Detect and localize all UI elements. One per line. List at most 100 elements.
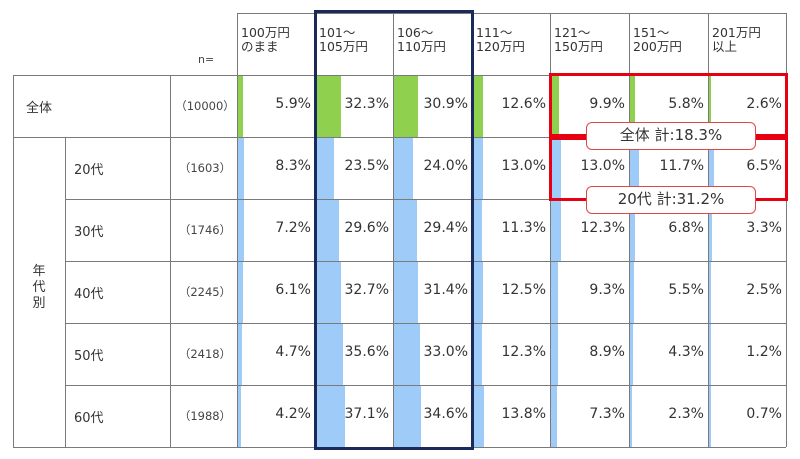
value-label: 13.0%	[501, 158, 546, 174]
value-label: 23.5%	[344, 158, 389, 174]
grid-line	[13, 137, 786, 138]
value-label: 1.2%	[746, 344, 782, 360]
value-bar	[630, 324, 634, 385]
column-header: 151～ 200万円	[633, 25, 682, 54]
row-label: 30代	[74, 225, 104, 240]
sample-size: （10000）	[175, 99, 235, 113]
value-bar	[551, 324, 558, 385]
grid-line	[237, 13, 786, 14]
value-bar	[316, 324, 344, 385]
value-label: 30.9%	[423, 96, 468, 112]
value-bar	[473, 76, 483, 137]
value-label: 2.6%	[746, 96, 782, 112]
value-label: 24.0%	[423, 158, 468, 174]
value-bar	[394, 138, 413, 199]
value-label: 9.9%	[589, 96, 625, 112]
value-bar	[394, 76, 419, 137]
n-header: n=	[198, 53, 215, 66]
age-group-label: 年 代 別	[32, 264, 46, 311]
value-label: 31.4%	[423, 282, 468, 298]
value-bar	[473, 262, 483, 323]
value-bar	[551, 262, 559, 323]
grid-line	[65, 261, 786, 262]
grid-line	[237, 13, 238, 447]
grid-line	[13, 75, 786, 76]
value-label: 5.9%	[275, 96, 311, 112]
value-bar	[551, 138, 562, 199]
sample-size: （2418）	[178, 347, 232, 361]
value-bar	[709, 138, 714, 199]
grid-line	[13, 75, 14, 447]
value-bar	[316, 138, 335, 199]
callout-20s-sum: 20代 計:31.2%	[586, 186, 756, 214]
value-bar	[394, 262, 419, 323]
value-label: 32.7%	[344, 282, 389, 298]
value-bar	[238, 200, 244, 261]
value-label: 9.3%	[589, 282, 625, 298]
value-label: 37.1%	[344, 406, 389, 422]
grid-line	[550, 13, 551, 447]
value-bar	[551, 76, 559, 137]
value-bar	[630, 138, 640, 199]
value-label: 11.3%	[501, 220, 546, 236]
value-label: 33.0%	[423, 344, 468, 360]
value-bar	[238, 138, 245, 199]
value-bar	[709, 386, 711, 447]
value-label: 13.0%	[580, 158, 625, 174]
value-bar	[709, 262, 711, 323]
row-label: 20代	[74, 163, 104, 178]
value-bar	[551, 386, 557, 447]
value-label: 4.3%	[668, 344, 704, 360]
grid-line	[629, 13, 630, 447]
callout-total-sum: 全体 計:18.3%	[586, 122, 756, 150]
column-header: 111～ 120万円	[476, 25, 525, 54]
value-bar	[473, 200, 482, 261]
value-label: 4.2%	[275, 406, 311, 422]
highlight-101-110	[314, 10, 474, 450]
value-bar	[630, 386, 632, 447]
sample-size: （1603）	[178, 161, 232, 175]
value-bar	[238, 386, 242, 447]
value-bar	[473, 138, 483, 199]
value-label: 6.1%	[275, 282, 311, 298]
value-label: 11.7%	[659, 158, 704, 174]
value-bar	[709, 324, 711, 385]
value-label: 12.3%	[580, 220, 625, 236]
value-label: 8.9%	[589, 344, 625, 360]
sample-size: （2245）	[178, 285, 232, 299]
value-label: 2.5%	[746, 282, 782, 298]
row-label: 40代	[74, 287, 104, 302]
value-label: 6.8%	[668, 220, 704, 236]
column-header: 106～ 110万円	[397, 25, 446, 54]
value-label: 12.3%	[501, 344, 546, 360]
value-bar	[238, 262, 243, 323]
grid-line	[786, 13, 787, 447]
row-label: 全体	[26, 101, 53, 116]
column-header: 121～ 150万円	[554, 25, 603, 54]
value-bar	[238, 324, 242, 385]
value-label: 5.8%	[668, 96, 704, 112]
value-label: 29.4%	[423, 220, 468, 236]
value-bar	[316, 76, 341, 137]
value-bar	[630, 200, 636, 261]
grid-line	[65, 385, 786, 386]
value-bar	[630, 262, 635, 323]
value-label: 8.3%	[275, 158, 311, 174]
value-bar	[316, 200, 339, 261]
sample-size: （1746）	[178, 223, 232, 237]
value-bar	[394, 324, 420, 385]
value-bar	[316, 386, 345, 447]
value-label: 2.3%	[668, 406, 704, 422]
value-label: 32.3%	[344, 96, 389, 112]
value-label: 34.6%	[423, 406, 468, 422]
value-label: 0.7%	[746, 406, 782, 422]
grid-line	[708, 13, 709, 447]
row-label: 60代	[74, 411, 104, 426]
grid-line	[65, 323, 786, 324]
value-bar	[316, 262, 342, 323]
value-bar	[473, 386, 484, 447]
value-bar	[238, 76, 243, 137]
sample-size: （1988）	[178, 409, 232, 423]
value-bar	[551, 200, 561, 261]
